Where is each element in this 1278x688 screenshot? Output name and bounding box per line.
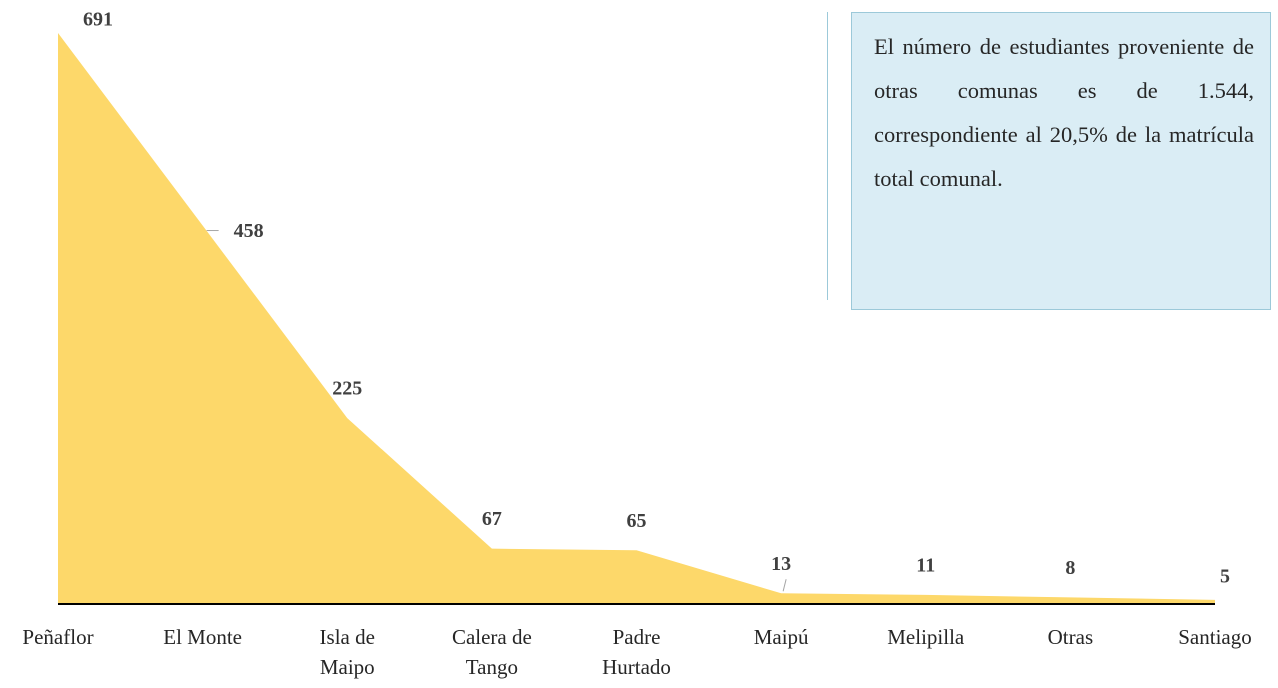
- x-tick-label: Santiago: [1178, 625, 1252, 649]
- x-tick-label: Otras: [1047, 625, 1094, 649]
- x-tick-label: Padre Hurtado: [602, 625, 671, 679]
- x-tick-label: Isla de Maipo: [319, 625, 375, 679]
- divider: [827, 12, 828, 300]
- data-label: 67: [482, 508, 502, 530]
- x-tick-label: Melipilla: [887, 625, 965, 649]
- x-tick-label: El Monte: [163, 625, 242, 649]
- data-label: 5: [1220, 565, 1230, 587]
- annotation: El número de estudiantes proveniente de …: [851, 12, 1271, 310]
- x-tick-label: Maipú: [753, 625, 809, 649]
- data-label: 691: [83, 9, 113, 31]
- leader-line: [782, 579, 787, 592]
- x-tick-label: Calera de Tango: [451, 625, 532, 679]
- data-label: 65: [627, 510, 647, 532]
- data-label: 8: [1065, 557, 1075, 579]
- data-label: 225: [332, 378, 362, 400]
- area: [58, 33, 1215, 604]
- data-label: 11: [916, 555, 935, 577]
- data-label: 13: [771, 553, 791, 575]
- data-label: 458: [234, 220, 264, 242]
- x-tick-label: Peñaflor: [22, 625, 94, 649]
